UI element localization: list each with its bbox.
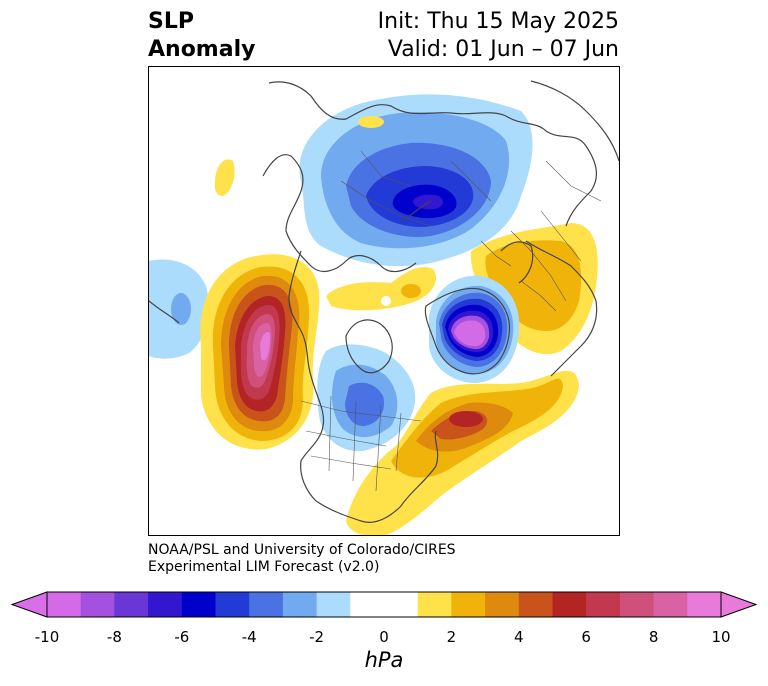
colorbar-tick-label: 4 <box>514 628 524 646</box>
colorbar-segment <box>316 592 351 617</box>
credit-line-1: NOAA/PSL and University of Colorado/CIRE… <box>148 542 456 558</box>
data-credit: NOAA/PSL and University of Colorado/CIRE… <box>148 542 456 576</box>
colorbar-segments <box>47 592 722 617</box>
colorbar-segment <box>417 592 452 617</box>
west-pacific-low-anomaly <box>149 259 209 359</box>
colorbar-segment <box>47 592 82 617</box>
colorbar-segment <box>518 592 553 617</box>
colorbar-segment <box>282 592 318 617</box>
colorbar-segment <box>215 592 250 617</box>
colorbar-segment <box>586 592 621 617</box>
north-pacific-high-anomaly <box>200 254 320 450</box>
colorbar-tick-label: 2 <box>446 628 457 646</box>
colorbar-unit: hPa <box>364 648 404 672</box>
colorbar-segment <box>80 592 115 617</box>
colorbar-tick-label: -10 <box>34 628 60 646</box>
slp-anomaly-map <box>149 67 619 535</box>
greenland-low-anomaly <box>429 275 520 383</box>
forecast-dates: Init: Thu 15 May 2025 Valid: 01 Jun – 07… <box>378 8 619 64</box>
arctic-low-anomaly <box>299 94 533 267</box>
colorbar-segment <box>687 592 722 617</box>
colorbar-tick-label: 8 <box>648 628 659 646</box>
arctic-high-hole <box>381 296 391 306</box>
colorbar-segment <box>181 592 216 617</box>
credit-line-2: Experimental LIM Forecast (v2.0) <box>148 559 380 575</box>
colorbar-tick-label: -4 <box>241 628 257 646</box>
init-date: Init: Thu 15 May 2025 <box>377 9 619 34</box>
colorbar-tick-label: -2 <box>309 628 325 646</box>
colorbar-over-arrow <box>720 591 758 618</box>
coastlines <box>149 80 619 523</box>
colorbar-tick-label: 6 <box>581 628 591 646</box>
colorbar-under-arrow <box>10 591 48 618</box>
colorbar-segment <box>148 592 183 617</box>
colorbar-outline <box>46 591 722 618</box>
positive-patch-siberia <box>214 159 235 196</box>
arctic-high-core <box>401 284 421 298</box>
colorbar-segment <box>114 592 149 617</box>
political-borders <box>300 150 602 492</box>
colorbar-segment <box>384 592 419 617</box>
colorbar-tick-label: 10 <box>711 628 731 646</box>
title-line-2: Anomaly <box>148 37 256 62</box>
colorbar-tick-label: -8 <box>106 628 122 646</box>
north-america-low-anomaly <box>317 344 416 452</box>
valid-dates: Valid: 01 Jun – 07 Jun <box>387 37 619 62</box>
colorbar-segment <box>653 592 688 617</box>
colorbar <box>10 591 758 618</box>
colorbar-ticks: -10 -8 -6 -4 -2 0 2 4 6 8 10 <box>0 628 768 648</box>
title-line-1: SLP <box>148 9 194 34</box>
colorbar-segment <box>485 592 520 617</box>
atlantic-high-anomaly <box>346 370 579 535</box>
colorbar-segment <box>249 592 284 617</box>
colorbar-segment <box>619 592 655 617</box>
map-title: SLP Anomaly <box>148 8 255 64</box>
colorbar-segment <box>552 592 587 617</box>
colorbar-tick-label: 0 <box>379 628 389 646</box>
map-panel <box>148 66 620 536</box>
colorbar-tick-label: -6 <box>174 628 190 646</box>
arctic-high-band <box>326 266 437 311</box>
positive-patch-arctic <box>358 116 384 128</box>
colorbar-segment <box>451 592 486 617</box>
colorbar-segment <box>350 592 385 617</box>
